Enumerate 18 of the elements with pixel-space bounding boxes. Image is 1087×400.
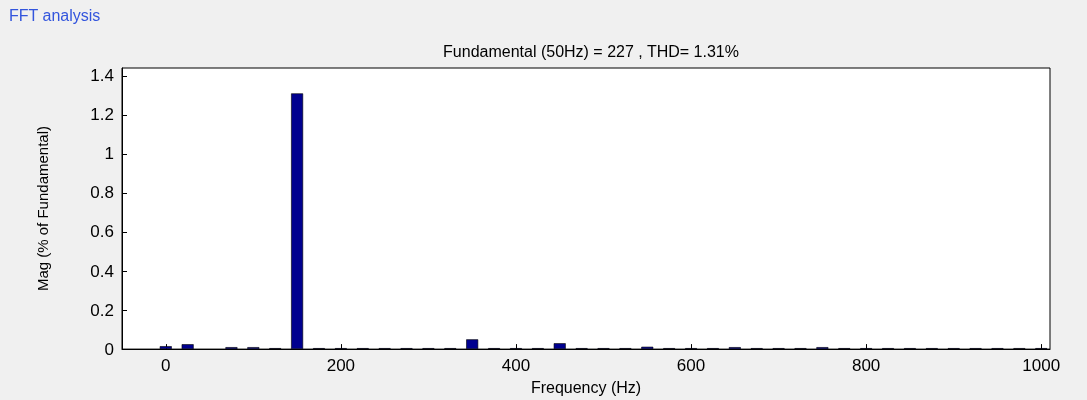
x-tick-label: 800: [851, 356, 881, 376]
y-tick-label: 0: [104, 339, 114, 359]
y-axis-title: Mag (% of Fundamental): [34, 126, 51, 292]
chart-subtitle: Fundamental (50Hz) = 227 , THD= 1.31%: [443, 42, 739, 60]
y-tick-label: 1.4: [90, 66, 114, 86]
chart-title: FFT analysis: [9, 6, 101, 24]
x-tick-label: 0: [161, 356, 171, 376]
x-tick-label: 600: [676, 356, 706, 376]
y-tick-label: 0.8: [90, 183, 114, 203]
x-axis-title: Frequency (Hz): [530, 378, 642, 396]
x-tick-label: 400: [501, 356, 531, 376]
y-tick-label: 1.2: [90, 105, 114, 125]
x-tick-label: 1000: [1022, 356, 1061, 376]
y-tick-label: 0.4: [90, 261, 114, 281]
y-tick-label: 0.6: [90, 222, 114, 242]
y-tick-label: 0.2: [90, 300, 114, 320]
y-tick-label: 1: [104, 144, 114, 164]
x-tick-label: 200: [326, 356, 356, 376]
